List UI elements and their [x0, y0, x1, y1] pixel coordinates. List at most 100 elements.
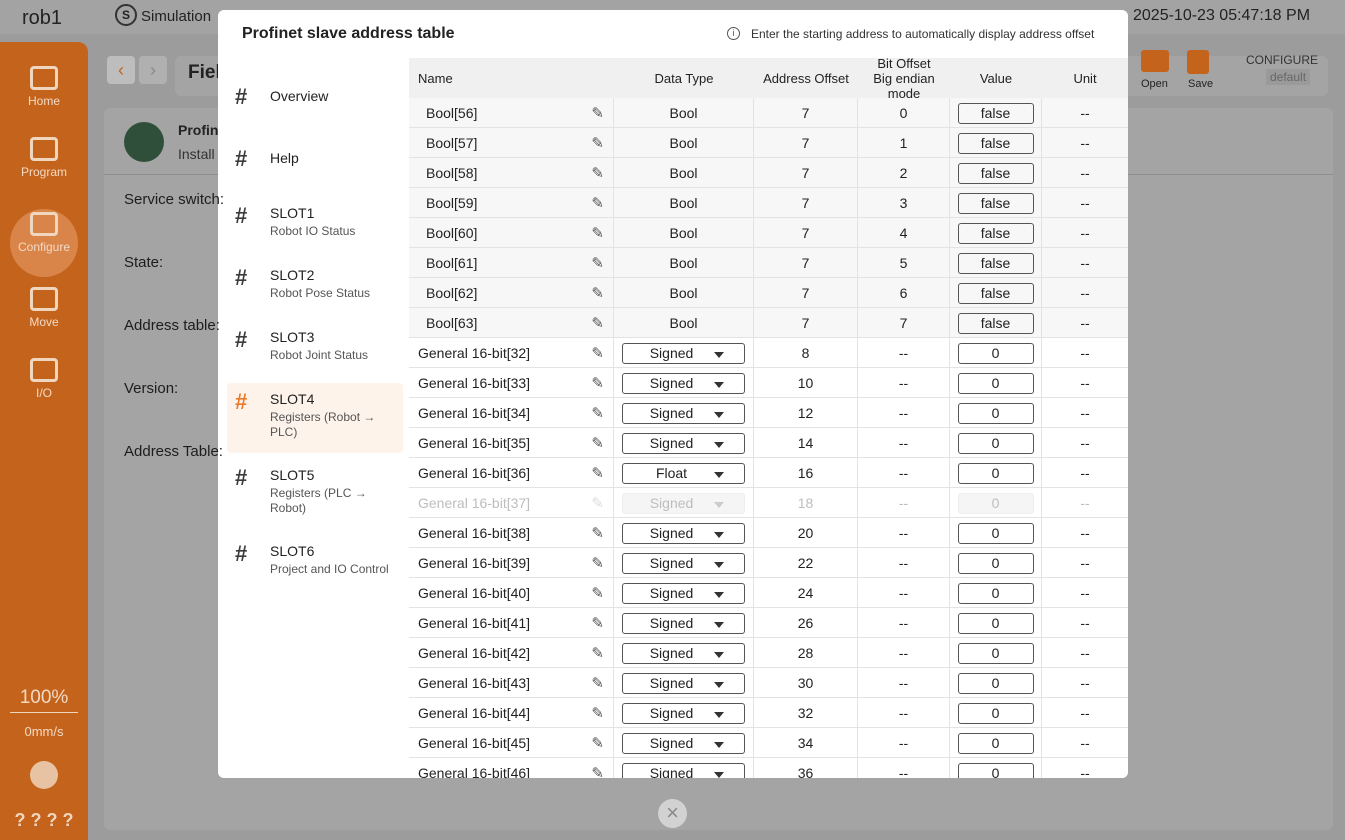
- nav-subtitle[interactable]: Project and IO Control: [270, 562, 389, 576]
- value-input[interactable]: 0: [957, 372, 1034, 394]
- edit-icon[interactable]: ✎: [591, 705, 604, 722]
- nav-title[interactable]: SLOT6: [270, 543, 315, 559]
- value[interactable]: 0: [991, 525, 1000, 541]
- data-type[interactable]: Signed: [649, 435, 694, 451]
- value-input[interactable]: false: [957, 222, 1034, 244]
- sidebar-item[interactable]: Move: [0, 287, 88, 329]
- edit-icon[interactable]: ✎: [591, 165, 604, 182]
- nav-item[interactable]: # SLOT2 Robot Pose Status: [227, 259, 403, 329]
- value-input[interactable]: false: [957, 132, 1034, 154]
- nav-subtitle[interactable]: Registers (PLC → Robot): [270, 486, 367, 515]
- value[interactable]: 0: [991, 345, 1000, 361]
- close-button[interactable]: ×: [658, 799, 687, 828]
- nav-title[interactable]: Help: [270, 150, 299, 166]
- data-type[interactable]: Signed: [649, 645, 694, 661]
- value[interactable]: 0: [991, 555, 1000, 571]
- nav-item[interactable]: # SLOT1 Robot IO Status: [227, 197, 403, 267]
- data-type[interactable]: Signed: [649, 675, 694, 691]
- sidebar-item[interactable]: Program: [0, 137, 88, 179]
- data-type[interactable]: Signed: [649, 555, 694, 571]
- value-input[interactable]: false: [957, 162, 1034, 184]
- value[interactable]: false: [980, 195, 1011, 211]
- edit-icon[interactable]: ✎: [591, 315, 604, 332]
- sidebar-label[interactable]: Move: [29, 315, 59, 329]
- edit-icon[interactable]: ✎: [591, 735, 604, 752]
- data-type-select[interactable]: Signed: [622, 372, 745, 394]
- data-type[interactable]: Signed: [649, 615, 694, 631]
- value-input[interactable]: 0: [957, 672, 1034, 694]
- value[interactable]: 0: [991, 375, 1000, 391]
- forward-button[interactable]: ›: [139, 56, 167, 84]
- edit-icon[interactable]: ✎: [591, 585, 604, 602]
- play-button[interactable]: [30, 761, 58, 789]
- edit-icon[interactable]: ✎: [591, 195, 604, 212]
- data-type-select[interactable]: Signed: [622, 582, 745, 604]
- data-type-select[interactable]: Signed: [622, 762, 745, 778]
- open-label[interactable]: Open: [1141, 78, 1168, 90]
- edit-icon[interactable]: ✎: [591, 615, 604, 632]
- value[interactable]: 0: [991, 735, 1000, 751]
- value[interactable]: 0: [991, 585, 1000, 601]
- edit-icon[interactable]: ✎: [591, 225, 604, 242]
- data-type-select[interactable]: Signed: [622, 402, 745, 424]
- value[interactable]: 0: [991, 765, 1000, 778]
- data-type-select[interactable]: Signed: [622, 342, 745, 364]
- data-type-select[interactable]: Signed: [622, 522, 745, 544]
- value[interactable]: 0: [991, 615, 1000, 631]
- value[interactable]: false: [980, 135, 1011, 151]
- nav-item[interactable]: # Overview: [227, 76, 403, 116]
- data-type-select[interactable]: Signed: [622, 672, 745, 694]
- data-type-select[interactable]: Signed: [622, 642, 745, 664]
- data-type[interactable]: Signed: [649, 405, 694, 421]
- data-type[interactable]: Signed: [649, 375, 694, 391]
- value-input[interactable]: 0: [957, 582, 1034, 604]
- data-type[interactable]: Signed: [649, 765, 694, 778]
- value[interactable]: false: [980, 285, 1011, 301]
- edit-icon[interactable]: ✎: [591, 405, 604, 422]
- value[interactable]: false: [980, 105, 1011, 121]
- edit-icon[interactable]: ✎: [591, 345, 604, 362]
- value[interactable]: 0: [991, 465, 1000, 481]
- edit-icon[interactable]: ✎: [591, 375, 604, 392]
- nav-item[interactable]: # SLOT3 Robot Joint Status: [227, 321, 403, 391]
- value-input[interactable]: 0: [957, 342, 1034, 364]
- value-input[interactable]: 0: [957, 702, 1034, 724]
- nav-subtitle[interactable]: Robot IO Status: [270, 224, 356, 238]
- value[interactable]: 0: [991, 645, 1000, 661]
- data-type[interactable]: Signed: [649, 345, 694, 361]
- sidebar-label[interactable]: Home: [27, 94, 60, 108]
- value-input[interactable]: false: [957, 312, 1034, 334]
- value-input[interactable]: 0: [957, 522, 1034, 544]
- edit-icon[interactable]: ✎: [591, 645, 604, 662]
- data-type[interactable]: Float: [655, 465, 688, 481]
- data-type-select[interactable]: Signed: [622, 732, 745, 754]
- value[interactable]: false: [980, 255, 1011, 271]
- value[interactable]: false: [980, 165, 1011, 181]
- value-input[interactable]: 0: [957, 762, 1034, 778]
- sidebar-item[interactable]: I/O: [0, 358, 88, 400]
- value[interactable]: 0: [991, 705, 1000, 721]
- data-type-select[interactable]: Signed: [622, 432, 745, 454]
- nav-item[interactable]: # SLOT4 Registers (Robot → PLC): [227, 383, 403, 453]
- nav-subtitle[interactable]: Robot Pose Status: [270, 286, 371, 300]
- data-type-select[interactable]: Float: [622, 462, 745, 484]
- nav-title[interactable]: SLOT3: [270, 329, 315, 345]
- value-input[interactable]: 0: [957, 642, 1034, 664]
- nav-item[interactable]: # Help: [227, 138, 403, 178]
- value-input[interactable]: 0: [957, 612, 1034, 634]
- data-type[interactable]: Signed: [649, 705, 694, 721]
- save-icon[interactable]: [1187, 50, 1209, 74]
- nav-title[interactable]: SLOT4: [270, 391, 315, 407]
- value-input[interactable]: 0: [957, 552, 1034, 574]
- data-type-select[interactable]: Signed: [622, 612, 745, 634]
- data-type[interactable]: Signed: [649, 585, 694, 601]
- edit-icon[interactable]: ✎: [591, 135, 604, 152]
- value-input[interactable]: false: [957, 282, 1034, 304]
- open-icon[interactable]: [1141, 50, 1169, 72]
- help-links[interactable]: ? ? ? ?: [14, 810, 74, 830]
- value-input[interactable]: 0: [957, 732, 1034, 754]
- value-input[interactable]: false: [957, 252, 1034, 274]
- value[interactable]: 0: [991, 405, 1000, 421]
- value[interactable]: false: [980, 315, 1011, 331]
- edit-icon[interactable]: ✎: [591, 465, 604, 482]
